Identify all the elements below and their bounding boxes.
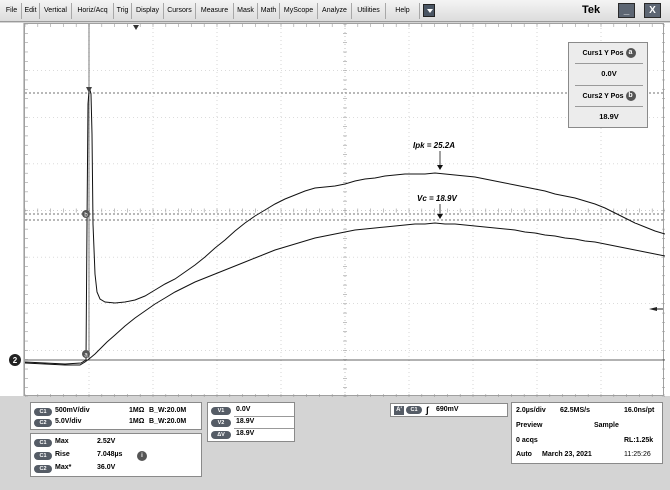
measurements-panel[interactable]: C1 Max 2.52V C1 Rise 7.048µs C2 Max* 36.… <box>30 433 202 477</box>
curs2-label: Curs2 Y Pos <box>582 92 624 100</box>
menu-horiz-acq[interactable]: Horiz/Acq <box>72 3 114 19</box>
voltage-waveform <box>24 222 666 366</box>
ch1-impedance: 1MΩ <box>129 407 145 414</box>
meas1-value: 2.52V <box>97 438 116 445</box>
menu-myscope[interactable]: MyScope <box>280 3 318 19</box>
cursor-divider <box>575 106 643 107</box>
menu-file[interactable]: File <box>2 3 22 19</box>
timebase[interactable]: 2.0µs/div <box>516 407 546 414</box>
divider <box>234 428 294 429</box>
acq-mode[interactable]: Preview <box>516 422 543 429</box>
v1-badge: V1 <box>211 407 231 415</box>
waveform-display[interactable]: Ipk = 25.2A Vc = 18.9V b a <box>24 23 666 398</box>
meas3-name: Max* <box>55 464 72 471</box>
ch2-bandwidth: B_W:20.0M <box>149 418 187 425</box>
trigger-slope-icon: ∫ <box>426 405 429 415</box>
measurement-info-icon[interactable]: i <box>137 451 147 461</box>
cursor-divider <box>575 85 643 86</box>
channel-2-marker-label: 2 <box>13 356 18 365</box>
ipk-arrowhead-icon <box>437 165 443 170</box>
date: March 23, 2021 <box>542 451 592 458</box>
cursor-divider <box>575 63 643 64</box>
resolution: 16.0ns/pt <box>624 407 655 414</box>
ch1-scale[interactable]: 500mV/div <box>55 407 90 414</box>
curs1-label: Curs1 Y Pos <box>582 49 624 57</box>
close-button[interactable]: X <box>644 3 661 18</box>
menu-help[interactable]: Help <box>386 3 420 19</box>
vc-arrowhead-icon <box>437 214 443 219</box>
trigger-channel-badge: C1 <box>406 406 422 414</box>
menu-dropdown-icon[interactable] <box>423 4 435 17</box>
curs2-badge: b <box>625 91 636 101</box>
cursor-b-marker-label: b <box>84 213 88 219</box>
screen-left-margin <box>0 23 24 396</box>
menu-measure[interactable]: Measure <box>196 3 234 19</box>
ch1-bandwidth: B_W:20.0M <box>149 407 187 414</box>
curs1-value: 0.0V <box>601 69 617 78</box>
v2-value: 18.9V <box>236 418 255 425</box>
trigger-source-badge: A' <box>394 406 404 415</box>
menu-bar: File Edit Vertical Horiz/Acq Trig Displa… <box>0 0 670 22</box>
trigger-mode[interactable]: Auto <box>516 451 532 458</box>
menu-trig[interactable]: Trig <box>114 3 132 19</box>
curs2-label-row: Curs2 Y Pos b <box>569 91 649 101</box>
channel-2-marker[interactable]: 2 <box>8 353 24 367</box>
acquisition-panel[interactable]: 2.0µs/div 62.5MS/s 16.0ns/pt Preview Sam… <box>511 402 663 464</box>
curs1-label-row: Curs1 Y Pos a <box>569 48 649 58</box>
record-length: RL:1.25k <box>624 437 654 444</box>
cursor-top-marker-icon[interactable] <box>86 87 92 93</box>
acq-count: 0 acqs <box>516 437 538 444</box>
meas3-badge: C2 <box>34 465 52 473</box>
curs1-badge: a <box>625 48 636 58</box>
ch2-badge[interactable]: C2 <box>34 419 52 427</box>
ch2-impedance: 1MΩ <box>129 418 145 425</box>
delta-v-value: 18.9V <box>236 430 255 437</box>
curs2-value: 18.9V <box>599 112 619 121</box>
cursor-b-marker[interactable] <box>82 210 90 218</box>
cursor-readout-panel[interactable]: Curs1 Y Pos a 0.0V Curs2 Y Pos b 18.9V <box>568 42 648 128</box>
waveform-svg: Ipk = 25.2A Vc = 18.9V b a <box>24 23 666 398</box>
menu-cursors[interactable]: Cursors <box>164 3 196 19</box>
current-waveform <box>24 89 666 365</box>
sample-rate: 62.5MS/s <box>560 407 590 414</box>
meas2-value: 7.048µs <box>97 451 123 458</box>
ipk-annotation: Ipk = 25.2A <box>413 141 455 150</box>
cursor-values-panel[interactable]: V1 0.0V V2 18.9V ΔV 18.9V <box>207 402 295 442</box>
v2-badge: V2 <box>211 419 231 427</box>
ch1-badge[interactable]: C1 <box>34 408 52 416</box>
menu-utilities[interactable]: Utilities <box>352 3 386 19</box>
cursor-a-marker-label: a <box>84 353 88 359</box>
menu-vertical[interactable]: Vertical <box>40 3 72 19</box>
v1-value: 0.0V <box>236 406 251 413</box>
trigger-panel[interactable]: A' C1 ∫ 690mV <box>390 403 508 417</box>
meas1-badge: C1 <box>34 439 52 447</box>
meas2-badge: C1 <box>34 452 52 460</box>
sampling-mode: Sample <box>594 422 619 429</box>
menu-analyze[interactable]: Analyze <box>318 3 352 19</box>
menu-math[interactable]: Math <box>258 3 280 19</box>
divider <box>234 416 294 417</box>
time: 11:25:26 <box>624 451 651 458</box>
meas2-name: Rise <box>55 451 70 458</box>
trigger-position-icon[interactable] <box>133 25 139 30</box>
status-area: C1 500mV/div 1MΩ B_W:20.0M C2 5.0V/div 1… <box>0 397 670 490</box>
ch2-scale[interactable]: 5.0V/div <box>55 418 82 425</box>
trigger-level: 690mV <box>436 406 459 413</box>
cursor-a-marker[interactable] <box>82 350 90 358</box>
menu-display[interactable]: Display <box>132 3 164 19</box>
channel-settings-panel[interactable]: C1 500mV/div 1MΩ B_W:20.0M C2 5.0V/div 1… <box>30 402 202 430</box>
brand-logo: Tek <box>582 4 601 16</box>
delta-v-badge: ΔV <box>211 431 231 439</box>
screen-right-margin <box>664 23 670 396</box>
minimize-button[interactable]: _ <box>618 3 635 18</box>
vc-annotation: Vc = 18.9V <box>417 194 457 203</box>
menu-edit[interactable]: Edit <box>22 3 40 19</box>
menu-mask[interactable]: Mask <box>234 3 258 19</box>
meas3-value: 36.0V <box>97 464 116 471</box>
meas1-name: Max <box>55 438 69 445</box>
